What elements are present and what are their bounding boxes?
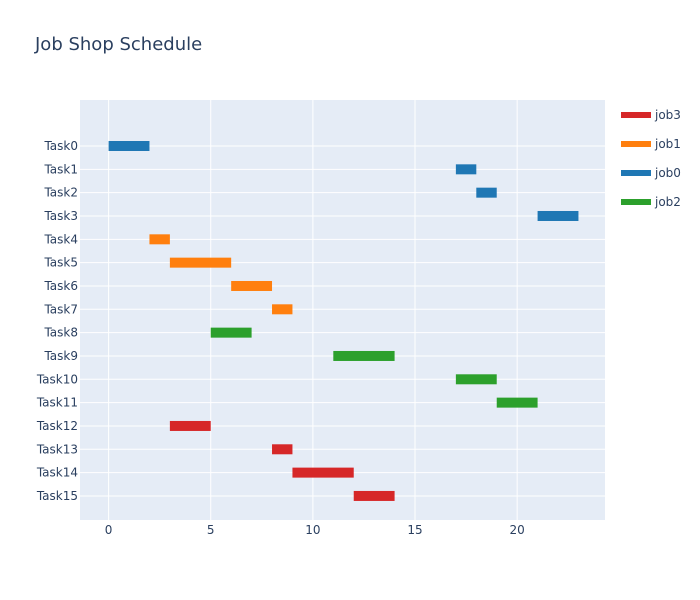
- bar-job3-task15[interactable]: [353, 490, 395, 501]
- y-tick-label: Task8: [43, 326, 78, 340]
- y-tick-label: Task4: [43, 232, 78, 246]
- bar-job1-task7[interactable]: [272, 304, 293, 315]
- plot-area: [80, 100, 605, 520]
- bar-job3-task12[interactable]: [169, 420, 211, 431]
- bar-job0-task1[interactable]: [455, 164, 477, 175]
- legend-label-job1[interactable]: job1: [654, 137, 681, 151]
- bar-job1-task5[interactable]: [169, 257, 232, 268]
- y-tick-label: Task9: [43, 349, 78, 363]
- y-tick-label: Task3: [43, 209, 78, 223]
- y-tick-label: Task1: [43, 162, 78, 176]
- bar-job1-task4[interactable]: [149, 234, 170, 245]
- y-tick-label: Task7: [43, 302, 78, 316]
- grid-lines: [80, 100, 605, 520]
- y-tick-label: Task15: [36, 489, 78, 503]
- y-tick-label: Task0: [43, 139, 78, 153]
- x-tick-label: 15: [407, 523, 422, 537]
- chart-title: Job Shop Schedule: [34, 34, 202, 55]
- y-tick-label: Task11: [36, 396, 78, 410]
- x-tick-label: 10: [305, 523, 320, 537]
- x-axis-ticks: 0 5 10 15 20: [105, 523, 525, 537]
- y-tick-label: Task10: [36, 372, 78, 386]
- legend-label-job0[interactable]: job0: [654, 166, 681, 180]
- legend-swatch-job2[interactable]: [621, 199, 651, 205]
- y-tick-label: Task6: [43, 279, 78, 293]
- legend-label-job3[interactable]: job3: [654, 108, 681, 122]
- bar-job2-task8[interactable]: [210, 327, 252, 338]
- bar-job0-task0[interactable]: [108, 141, 150, 151]
- bar-job2-task9[interactable]: [333, 350, 395, 361]
- x-tick-label: 20: [510, 523, 525, 537]
- bar-job2-task10[interactable]: [455, 374, 497, 385]
- legend[interactable]: job3 job1 job0 job2: [621, 108, 681, 209]
- bar-job1-task6[interactable]: [231, 280, 273, 291]
- bar-job3-task14[interactable]: [292, 467, 354, 478]
- bar-job2-task11[interactable]: [496, 397, 538, 408]
- y-tick-label: Task13: [36, 442, 78, 456]
- y-axis-ticks: Task0 Task1 Task2 Task3 Task4 Task5 Task6 Task7…: [36, 139, 78, 503]
- legend-swatch-job3[interactable]: [621, 112, 651, 118]
- bar-job0-task2[interactable]: [476, 187, 497, 198]
- y-tick-label: Task2: [43, 186, 78, 200]
- y-tick-label: Task5: [43, 256, 78, 270]
- x-tick-label: 5: [207, 523, 215, 537]
- bar-job3-task13[interactable]: [272, 444, 293, 455]
- y-tick-label: Task12: [36, 419, 78, 433]
- bars: [108, 141, 579, 501]
- legend-swatch-job1[interactable]: [621, 141, 651, 147]
- legend-swatch-job0[interactable]: [621, 170, 651, 176]
- x-tick-label: 0: [105, 523, 113, 537]
- bar-job0-task3[interactable]: [537, 210, 579, 221]
- y-tick-label: Task14: [36, 466, 78, 480]
- legend-label-job2[interactable]: job2: [654, 195, 681, 209]
